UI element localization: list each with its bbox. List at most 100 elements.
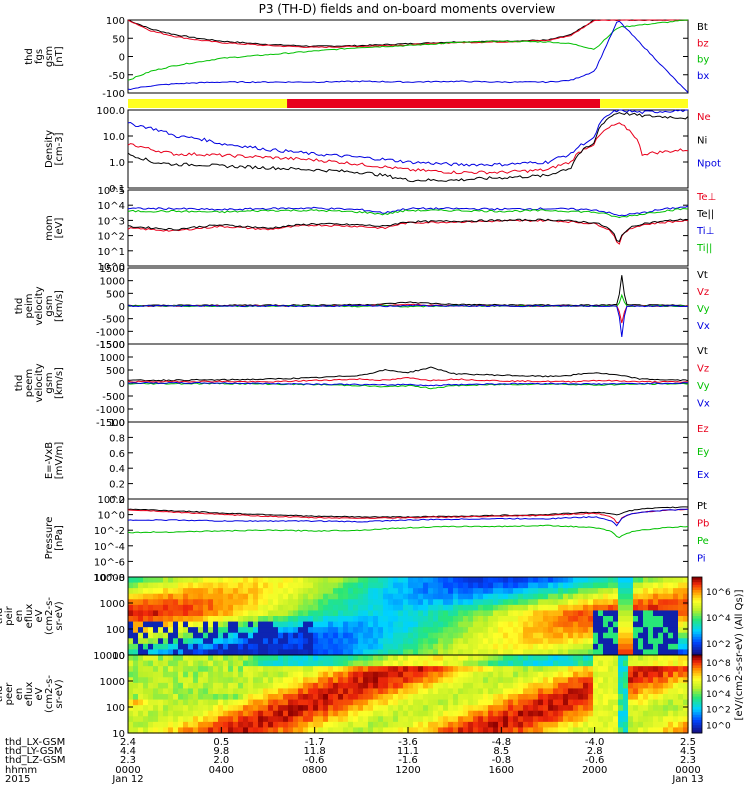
heatmap-cell [138,604,144,612]
heatmap-cell [413,593,419,600]
heatmap-cell [388,638,394,645]
heatmap-cell [138,582,144,589]
heatmap-cell [508,705,514,712]
heatmap-cell [248,694,254,701]
heatmap-cell [163,610,169,617]
heatmap-cell [608,593,614,600]
heatmap-cell [293,677,299,684]
heatmap-cell [273,705,279,712]
heatmap-cell [603,649,609,656]
heatmap-cell [448,666,454,673]
heatmap-cell [148,599,154,606]
heatmap-cell [158,610,164,617]
heatmap-cell [628,677,634,684]
heatmap-cell [648,682,654,690]
heatmap-cell [618,710,624,717]
heatmap-cell [553,621,559,628]
heatmap-cell [638,655,644,662]
heatmap-cell [213,643,219,651]
heatmap-cell [343,599,349,606]
heatmap-cell [273,721,279,729]
heatmap-cell [498,682,504,690]
heatmap-cell [308,694,314,701]
heatmap-cell [648,632,654,639]
heatmap-cell [378,627,384,634]
heatmap-cell [588,632,594,639]
y-tick-label: 10^0 [98,262,125,273]
heatmap-cell [228,694,234,701]
heatmap-cell [468,632,474,639]
heatmap-cell [273,582,279,589]
heatmap-cell [363,604,369,612]
heatmap-cell [448,616,454,623]
legend-entry: Vy [697,381,710,392]
heatmap-cell [428,710,434,717]
heatmap-cell [443,705,449,712]
heatmap-cell [178,627,184,634]
heatmap-cell [338,727,344,734]
heatmap-cell [138,671,144,678]
heatmap-cell [148,604,154,612]
heatmap-cell [493,621,499,628]
series-line-Ne [127,122,689,175]
heatmap-cell [633,710,639,717]
heatmap-cell [328,616,334,623]
heatmap-cell [668,721,674,729]
heatmap-cell [308,593,314,600]
heatmap-cell [628,710,634,717]
heatmap-cell [243,582,249,589]
heatmap-cell [358,599,364,606]
heatmap-cell [183,604,189,612]
heatmap-cell [548,577,554,584]
heatmap-cell [148,710,154,717]
heatmap-cell [398,705,404,712]
heatmap-cell [523,710,529,717]
heatmap-cell [178,699,184,706]
heatmap-cell [218,660,224,667]
heatmap-cell [483,677,489,684]
heatmap-cell [568,588,574,595]
heatmap-cell [158,616,164,623]
heatmap-cell [533,694,539,701]
heatmap-cell [533,682,539,690]
heatmap-cell [393,599,399,606]
heatmap-cell [138,638,144,645]
heatmap-cell [618,638,624,645]
heatmap-cell [468,660,474,667]
heatmap-cell [343,721,349,729]
heatmap-cell [253,682,259,690]
heatmap-cell [343,593,349,600]
heatmap-cell [678,638,684,645]
heatmap-cell [208,638,214,645]
legend-entry: Vz [697,364,709,375]
heatmap-cell [593,694,599,701]
heatmap-cell [398,610,404,617]
heatmap-cell [678,727,684,734]
heatmap-cell [488,710,494,717]
heatmap-cell [318,627,324,634]
y-axis-label-line: [nPa] [54,525,65,551]
heatmap-cell [648,716,654,723]
heatmap-cell [253,666,259,673]
heatmap-cell [618,682,624,690]
colorbar-cell [692,665,702,669]
heatmap-cell [163,627,169,634]
heatmap-cell [603,688,609,695]
heatmap-cell [283,599,289,606]
heatmap-cell [398,582,404,589]
heatmap-cell [238,616,244,623]
heatmap-cell [683,593,689,600]
y-tick-label: 10^1 [98,247,125,258]
heatmap-cell [278,721,284,729]
heatmap-cell [533,666,539,673]
heatmap-cell [443,694,449,701]
heatmap-cell [218,721,224,729]
heatmap-cell [663,582,669,589]
heatmap-cell [138,610,144,617]
heatmap-cell [493,694,499,701]
heatmap-cell [618,604,624,612]
panel-frame [127,109,689,189]
heatmap-cell [458,705,464,712]
heatmap-cell [443,643,449,651]
heatmap-cell [578,716,584,723]
